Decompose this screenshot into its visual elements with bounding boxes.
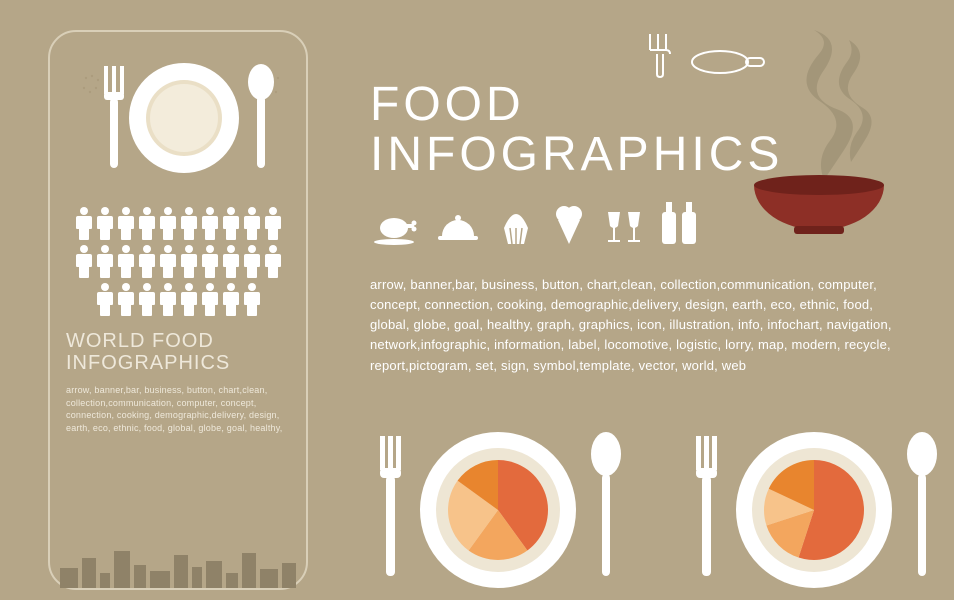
main-title-line1: FOOD	[370, 78, 525, 131]
left-info-panel: WORLD FOOD INFOGRAPHICS arrow, banner,ba…	[48, 30, 308, 590]
person-icon	[242, 244, 262, 278]
person-icon	[263, 206, 283, 240]
bottles-icon	[662, 200, 698, 246]
person-icon	[116, 244, 136, 278]
pie-plate-1	[370, 430, 626, 590]
steam-icon	[806, 30, 871, 180]
person-icon	[221, 244, 241, 278]
fork-icon	[686, 430, 726, 590]
person-icon	[137, 282, 157, 316]
person-icon	[158, 244, 178, 278]
plate-pie-chart-2	[734, 430, 894, 590]
person-icon	[137, 244, 157, 278]
left-title-line2: INFOGRAPHICS	[66, 352, 230, 374]
person-icon	[263, 244, 283, 278]
person-icon	[179, 244, 199, 278]
people-row	[74, 244, 283, 278]
person-icon	[221, 282, 241, 316]
left-panel-title: WORLD FOOD INFOGRAPHICS	[66, 330, 290, 374]
spoon-icon	[586, 430, 626, 590]
poultry-icon	[370, 206, 418, 246]
skyline-icon	[60, 543, 300, 588]
fork-plate-spoon-icon	[66, 48, 290, 198]
person-icon	[74, 206, 94, 240]
person-icon	[179, 282, 199, 316]
pie-plates-row	[370, 430, 942, 590]
person-icon	[242, 282, 262, 316]
food-icons-row	[370, 200, 698, 246]
people-row	[74, 206, 283, 240]
person-icon	[200, 244, 220, 278]
person-icon	[116, 282, 136, 316]
person-icon	[179, 206, 199, 240]
person-icon	[137, 206, 157, 240]
person-icon	[200, 206, 220, 240]
spoon-icon	[902, 430, 942, 590]
plate-pie-chart-1	[418, 430, 578, 590]
left-keywords-text: arrow, banner,bar, business, button, cha…	[66, 384, 290, 434]
left-title-line1: WORLD FOOD	[66, 330, 214, 352]
people-pictogram-rows	[66, 206, 290, 316]
plate-setting	[66, 48, 290, 198]
cloche-icon	[436, 206, 480, 246]
person-icon	[200, 282, 220, 316]
fork-icon	[370, 430, 410, 590]
people-row	[95, 282, 262, 316]
main-keywords-text: arrow, banner,bar, business, button, cha…	[370, 275, 910, 376]
person-icon	[95, 206, 115, 240]
person-icon	[158, 282, 178, 316]
person-icon	[221, 206, 241, 240]
wine-glasses-icon	[604, 206, 644, 246]
cupcake-icon	[498, 206, 534, 246]
person-icon	[116, 206, 136, 240]
main-title-line2: INFOGRAPHICS	[370, 128, 783, 181]
person-icon	[158, 206, 178, 240]
bowl-icon	[754, 175, 884, 234]
person-icon	[74, 244, 94, 278]
main-title: FOOD INFOGRAPHICS	[370, 80, 783, 181]
person-icon	[95, 282, 115, 316]
pie-plate-2	[686, 430, 942, 590]
bowl-with-steam	[734, 20, 904, 240]
person-icon	[95, 244, 115, 278]
person-icon	[242, 206, 262, 240]
icecream-icon	[552, 202, 586, 246]
